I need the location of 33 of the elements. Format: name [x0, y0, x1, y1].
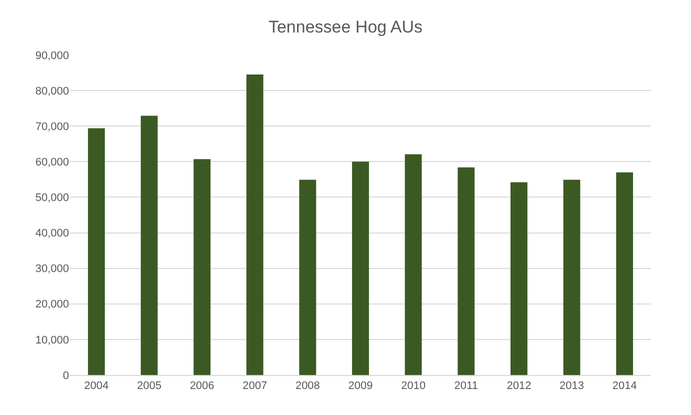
- y-tick-label: 50,000: [35, 192, 69, 204]
- y-tick-label: 80,000: [35, 85, 69, 98]
- bar: [458, 167, 475, 375]
- bar: [194, 159, 210, 375]
- bar: [140, 116, 158, 375]
- y-tick-label: 30,000: [35, 263, 69, 276]
- bar: [510, 182, 528, 375]
- x-tick-label: 2011: [454, 380, 478, 392]
- y-tick-label: 60,000: [35, 156, 69, 169]
- y-tick-label: 20,000: [35, 298, 69, 311]
- y-tick-label: 40,000: [35, 228, 69, 240]
- bar: [352, 162, 369, 375]
- x-tick-label: 2014: [612, 380, 637, 392]
- x-tick-label: 2013: [560, 380, 584, 392]
- x-tick-label: 2007: [242, 380, 268, 392]
- y-tick-label: 10,000: [35, 334, 69, 346]
- y-tick-label: 0: [62, 370, 69, 382]
- bar: [246, 74, 264, 375]
- bar: [563, 180, 580, 375]
- x-tick-label: 2010: [401, 380, 426, 392]
- x-tick-label: 2005: [136, 380, 162, 392]
- bar: [88, 128, 105, 375]
- bar: [616, 172, 634, 375]
- x-tick-label: 2004: [84, 380, 109, 392]
- x-tick-label: 2009: [348, 380, 373, 392]
- chart-title: Tennessee Hog AUs: [268, 18, 423, 37]
- x-tick-label: 2008: [295, 380, 320, 392]
- x-tick-label: 2006: [190, 380, 214, 392]
- x-tick-label: 2012: [506, 380, 532, 392]
- bar: [404, 154, 422, 375]
- y-tick-label: 90,000: [35, 50, 69, 62]
- y-tick-label: 70,000: [35, 120, 69, 133]
- bar: [299, 180, 316, 375]
